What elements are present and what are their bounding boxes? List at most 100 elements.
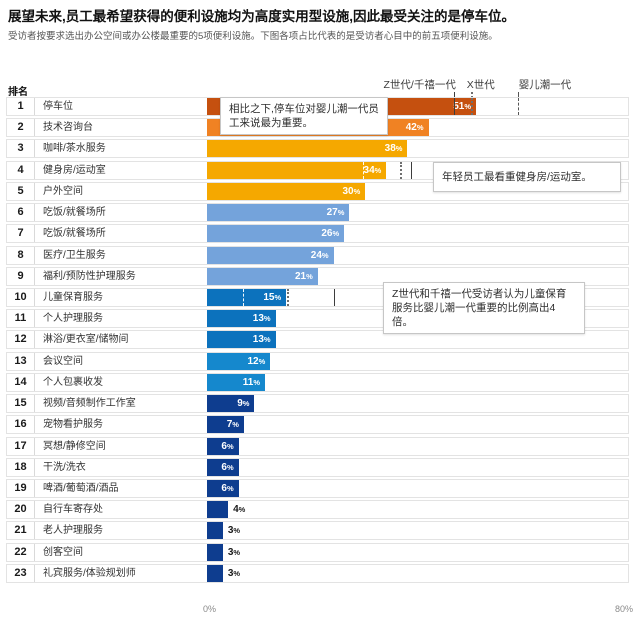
amenity-bar: 26% — [207, 225, 345, 243]
rank-number: 3 — [17, 142, 24, 155]
rank-divider — [34, 140, 35, 158]
amenity-label: 健身房/运动室 — [43, 164, 106, 176]
rank-number: 6 — [17, 206, 24, 219]
amenity-row: 21 老人护理服务 3% — [6, 521, 629, 541]
amenity-bar — [207, 501, 229, 519]
rank-number: 14 — [14, 375, 27, 388]
rank-column-header: 排名 — [8, 87, 28, 98]
amenity-bar: 15% — [207, 288, 287, 306]
amenity-label: 自行车寄存处 — [43, 504, 103, 516]
bar-value-label: 7% — [226, 419, 239, 431]
amenity-label: 吃饭/就餐场所 — [43, 207, 106, 219]
bar-value-label: 9% — [237, 398, 250, 410]
amenity-row: 23 礼宾服务/体验规划师 3% — [6, 563, 629, 583]
amenity-label: 视频/音频制作工作室 — [43, 398, 136, 410]
page-title: 展望未来,员工最希望获得的便利设施均为高度实用型设施,因此最受关注的是停车位。 — [8, 9, 516, 24]
amenity-label: 儿童保育服务 — [43, 291, 103, 303]
legend-label-genx: X世代 — [466, 79, 495, 91]
amenity-label: 技术咨询台 — [43, 122, 93, 134]
rank-divider — [34, 204, 35, 222]
amenity-label: 个人护理服务 — [43, 313, 103, 325]
rank-number: 2 — [17, 121, 24, 134]
rank-divider — [34, 98, 35, 115]
rank-number: 13 — [14, 354, 27, 367]
rank-number: 8 — [17, 248, 24, 261]
bar-value-label: 42% — [405, 122, 424, 134]
generation-marker-genz-millennial — [410, 161, 412, 179]
rank-divider — [34, 352, 35, 370]
amenity-label: 吃饭/就餐场所 — [43, 228, 106, 240]
amenity-bar — [207, 522, 223, 540]
amenity-row: 12 淋浴/更衣室/储物间 13% — [6, 330, 629, 350]
rank-divider — [34, 182, 35, 200]
bar-value-label: 3% — [227, 567, 241, 579]
rank-number: 1 — [17, 100, 24, 112]
page-subtitle: 受访者按要求选出办公空间或办公楼最重要的5项便利设施。下图各项占比代表的是受访者… — [8, 31, 498, 42]
bar-value-label: 13% — [252, 313, 271, 325]
rank-divider — [34, 543, 35, 561]
x-axis-max-label: 80% — [615, 604, 634, 614]
amenity-bar: 21% — [207, 267, 318, 285]
amenity-row: 13 会议空间 12% — [6, 351, 629, 371]
amenity-label: 咖啡/茶水服务 — [43, 143, 106, 155]
bar-value-label: 15% — [263, 291, 282, 303]
amenity-row: 16 宠物看护服务 7% — [6, 415, 629, 435]
bar-value-label: 27% — [326, 207, 345, 219]
generation-marker-boomer — [242, 288, 244, 306]
amenity-bar: 27% — [207, 204, 350, 222]
amenity-row: 3 咖啡/茶水服务 38% — [6, 139, 629, 159]
rank-divider — [34, 458, 35, 476]
callout-childcare-4x: Z世代和千禧一代受访者认为儿童保育服务比婴儿潮一代重要的比例高出4倍。 — [383, 282, 585, 334]
amenity-bar: 11% — [207, 373, 266, 391]
rank-number: 18 — [14, 460, 27, 473]
bar-value-label: 6% — [221, 440, 234, 452]
bar-value-label: 30% — [342, 185, 361, 197]
rank-divider — [34, 331, 35, 349]
amenity-bar: 7% — [207, 416, 244, 434]
rank-divider — [34, 479, 35, 497]
amenity-bar: 24% — [207, 246, 334, 264]
rank-number: 17 — [14, 439, 27, 452]
callout-parking-boomers: 相比之下,停车位对婴儿潮一代员工来说最为重要。 — [220, 97, 388, 135]
rank-number: 15 — [14, 397, 27, 410]
generation-marker-genz-millennial — [453, 98, 455, 115]
amenity-bar — [207, 564, 223, 582]
rank-number: 7 — [17, 227, 24, 240]
x-axis-min-label: 0% — [203, 604, 217, 614]
rank-divider — [34, 522, 35, 540]
rank-number: 10 — [14, 290, 27, 303]
rank-number: 20 — [14, 503, 27, 516]
legend-label-boomer: 婴儿潮一代 — [518, 79, 572, 91]
generation-marker-genx — [287, 288, 290, 306]
amenity-label: 医疗/卫生服务 — [43, 249, 106, 261]
amenity-label: 停车位 — [43, 101, 73, 112]
amenity-label: 淋浴/更衣室/储物间 — [43, 334, 129, 346]
rank-number: 5 — [17, 184, 24, 197]
rank-divider — [34, 564, 35, 582]
bar-value-label: 6% — [221, 482, 234, 494]
bar-value-label: 11% — [242, 376, 261, 388]
rank-divider — [34, 395, 35, 413]
amenity-label: 创客空间 — [43, 546, 83, 558]
amenity-row: 7 吃饭/就餐场所 26% — [6, 224, 629, 244]
amenity-label: 啤酒/葡萄酒/酒品 — [43, 482, 119, 494]
rank-divider — [34, 501, 35, 519]
rank-divider — [34, 310, 35, 328]
rank-divider — [34, 437, 35, 455]
amenity-bar — [207, 543, 223, 561]
rank-number: 21 — [14, 524, 27, 537]
rank-number: 12 — [14, 333, 27, 346]
generation-marker-genz-millennial — [333, 288, 335, 306]
rank-number: 11 — [14, 312, 27, 325]
amenity-row: 22 创客空间 3% — [6, 542, 629, 562]
amenity-label: 干洗/洗衣 — [43, 461, 86, 473]
amenity-row: 9 福利/预防性护理服务 21% — [6, 266, 629, 286]
amenity-bar: 12% — [207, 352, 271, 370]
amenity-row: 20 自行车寄存处 4% — [6, 500, 629, 520]
bar-value-label: 3% — [227, 525, 241, 537]
amenity-row: 8 医疗/卫生服务 24% — [6, 245, 629, 265]
amenity-bar: 6% — [207, 458, 239, 476]
legend-tick-line — [517, 92, 519, 98]
amenity-label: 宠物看护服务 — [43, 419, 103, 431]
rank-number: 9 — [17, 269, 24, 282]
